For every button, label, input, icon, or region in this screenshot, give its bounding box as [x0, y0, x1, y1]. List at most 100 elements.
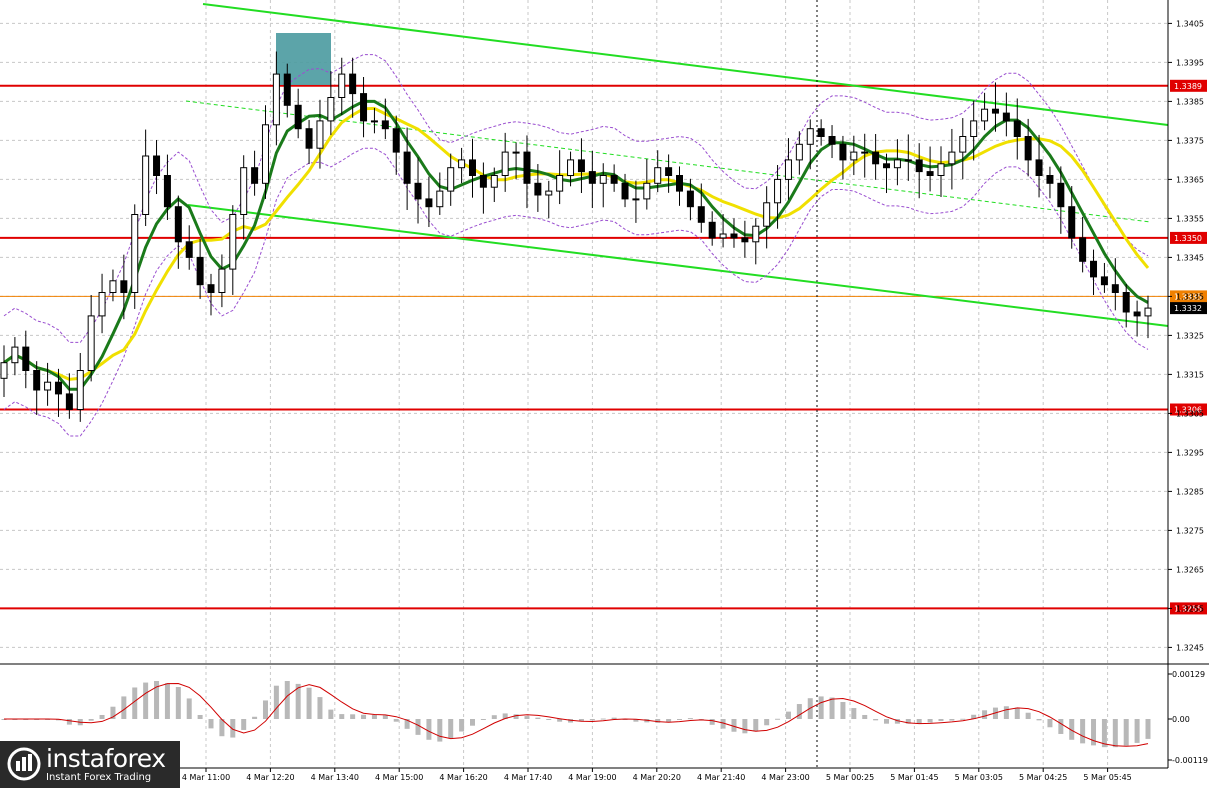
- level-price-label: 1.3306: [1174, 406, 1202, 415]
- macd-bar: [1123, 719, 1129, 746]
- level-price-tag: [1170, 290, 1207, 303]
- price-envelope: [3, 54, 1149, 437]
- macd-bar: [230, 719, 236, 738]
- candle-body: [458, 159, 466, 169]
- candle-body: [120, 280, 128, 293]
- level-price-label: 1.3335: [1174, 292, 1202, 301]
- candle-body: [621, 182, 629, 200]
- candle-body: [861, 151, 869, 154]
- macd-bar: [894, 719, 900, 724]
- candle-body: [828, 136, 836, 145]
- channel-lower-line: [187, 204, 1169, 327]
- candle-body: [11, 346, 19, 364]
- level-price-label: 1.3332: [1174, 304, 1202, 313]
- price-tick-label: 1.3365: [1176, 175, 1204, 184]
- candle-body: [643, 182, 651, 200]
- candle-body: [479, 175, 487, 188]
- candle-body: [512, 151, 520, 154]
- macd-bar: [154, 681, 160, 719]
- price-tick-label: 1.3405: [1176, 19, 1204, 28]
- candle-body: [1111, 284, 1119, 294]
- price-tick-label: 1.3285: [1176, 487, 1204, 496]
- macd-bar: [241, 719, 247, 730]
- candle-body: [370, 120, 378, 123]
- candle-body: [425, 198, 433, 208]
- time-tick-label: 4 Mar 12:20: [246, 773, 294, 782]
- envelope-lower: [3, 147, 1149, 437]
- candle-body: [719, 233, 727, 239]
- macd-bar: [1080, 719, 1086, 744]
- price-tick-label: 1.3315: [1176, 370, 1204, 379]
- macd-bar: [459, 719, 465, 732]
- level-price-tag: [1170, 403, 1207, 416]
- macd-bar: [448, 719, 454, 738]
- level-price-tag: [1170, 79, 1207, 92]
- candle-body: [708, 221, 716, 239]
- macd-bar: [143, 682, 149, 719]
- macd-bar: [393, 719, 399, 722]
- price-tick-label: 1.3325: [1176, 331, 1204, 340]
- candle-body: [251, 167, 259, 184]
- candle-body: [305, 128, 313, 149]
- macd-tick-label: -0.00119: [1172, 756, 1208, 765]
- macd-bar: [66, 719, 72, 725]
- macd-bar: [960, 718, 966, 720]
- macd-bar: [284, 681, 290, 719]
- time-tick-label: 4 Mar 23:00: [761, 773, 809, 782]
- macd-bar: [687, 718, 693, 720]
- candle-body: [1002, 112, 1010, 122]
- macd-bar: [709, 719, 715, 725]
- candle-body: [970, 120, 978, 138]
- macd-bar: [557, 719, 563, 722]
- candle-body: [316, 120, 324, 149]
- macd-bar: [99, 714, 105, 719]
- candle-body: [676, 175, 684, 192]
- macd-bar: [742, 719, 748, 734]
- candle-body: [599, 175, 607, 184]
- macd-bar: [164, 683, 170, 719]
- candle-body: [98, 292, 106, 317]
- candle-body: [850, 151, 858, 161]
- candle-body: [414, 182, 422, 200]
- candle-body: [741, 237, 749, 243]
- macd-bar: [524, 716, 530, 719]
- candle-body: [1079, 237, 1087, 262]
- candle-body: [632, 198, 640, 201]
- candle-body: [392, 128, 400, 153]
- candle-body: [1133, 311, 1141, 317]
- candle-body: [523, 151, 531, 184]
- macd-bar: [1069, 719, 1075, 740]
- macd-bar: [546, 719, 552, 720]
- macd-bar: [469, 719, 475, 726]
- macd-bar: [916, 719, 922, 724]
- level-price-label: 1.3255: [1174, 604, 1202, 613]
- macd-bar: [829, 697, 835, 719]
- candle-body: [447, 167, 455, 192]
- level-price-label: 1.3389: [1174, 82, 1202, 91]
- macd-bar: [840, 702, 846, 719]
- time-tick-label: 5 Mar 04:25: [1019, 773, 1067, 782]
- macd-bar: [1036, 719, 1042, 721]
- macd-bar: [426, 719, 432, 740]
- candle-body: [338, 73, 346, 98]
- candle-body: [872, 151, 880, 165]
- macd-bar: [938, 719, 944, 722]
- price-tick-label: 1.3275: [1176, 526, 1204, 535]
- macd-bar: [589, 719, 595, 721]
- time-tick-label: 4 Mar 13:40: [311, 773, 359, 782]
- macd-bar: [677, 719, 683, 720]
- macd-bar: [295, 683, 301, 719]
- candle-body: [501, 151, 509, 177]
- macd-bar: [317, 697, 323, 719]
- candle-body: [588, 171, 596, 184]
- price-tick-label: 1.3395: [1176, 58, 1204, 67]
- macd-bar: [796, 704, 802, 719]
- macd-bar: [1014, 707, 1020, 719]
- candle-body: [697, 206, 705, 223]
- macd-bar: [110, 706, 116, 719]
- macd-bar: [731, 719, 737, 732]
- candle-body: [0, 362, 8, 379]
- macd-bar: [578, 719, 584, 722]
- candle-body: [229, 214, 237, 270]
- time-tick-label: 4 Mar 20:20: [633, 773, 681, 782]
